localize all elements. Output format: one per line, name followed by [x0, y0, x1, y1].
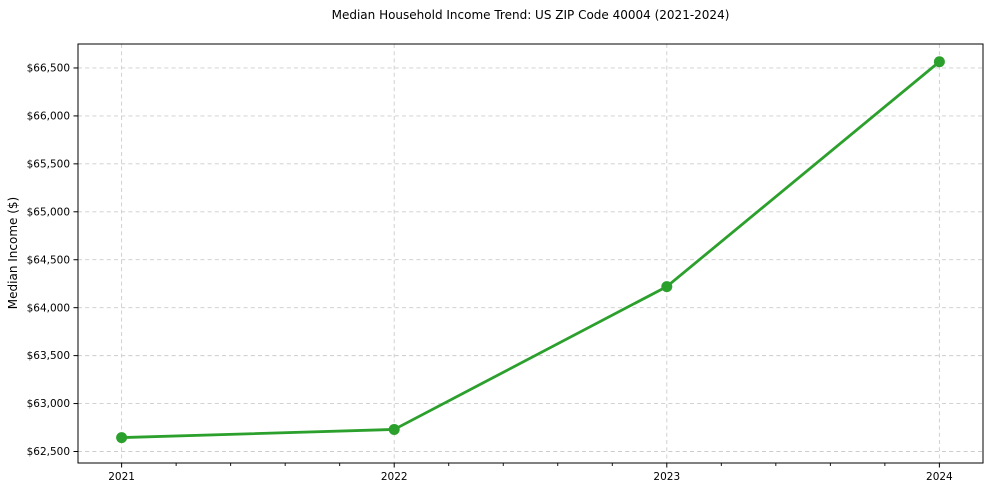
x-tick-label: 2021 — [108, 471, 135, 483]
y-tick-label: $63,500 — [27, 350, 70, 362]
x-axis: 2021 2022 2023 2024 — [108, 463, 953, 483]
y-axis-label: Median Income ($) — [6, 196, 20, 310]
data-point — [116, 432, 128, 444]
x-tick-label: 2022 — [381, 471, 408, 483]
data-point — [933, 56, 945, 68]
plot-spines — [77, 43, 984, 464]
chart-title: Median Household Income Trend: US ZIP Co… — [331, 8, 730, 22]
y-tick-label: $65,500 — [27, 158, 70, 170]
y-tick-label: $65,000 — [27, 206, 70, 218]
y-tick-label: $62,500 — [27, 446, 70, 458]
y-tick-label: $66,500 — [27, 63, 70, 75]
gridlines — [78, 44, 983, 463]
y-axis: $62,500 $63,000 $63,500 $64,000 $64,500 $65,0… — [27, 63, 78, 458]
y-tick-label: $64,500 — [27, 254, 70, 266]
x-tick-label: 2024 — [926, 471, 953, 483]
y-tick-label: $64,000 — [27, 302, 70, 314]
y-tick-label: $66,000 — [27, 111, 70, 123]
y-tick-label: $63,000 — [27, 398, 70, 410]
x-tick-label: 2023 — [653, 471, 680, 483]
data-point — [661, 281, 673, 293]
data-point — [388, 423, 400, 435]
trend-line — [120, 60, 941, 439]
